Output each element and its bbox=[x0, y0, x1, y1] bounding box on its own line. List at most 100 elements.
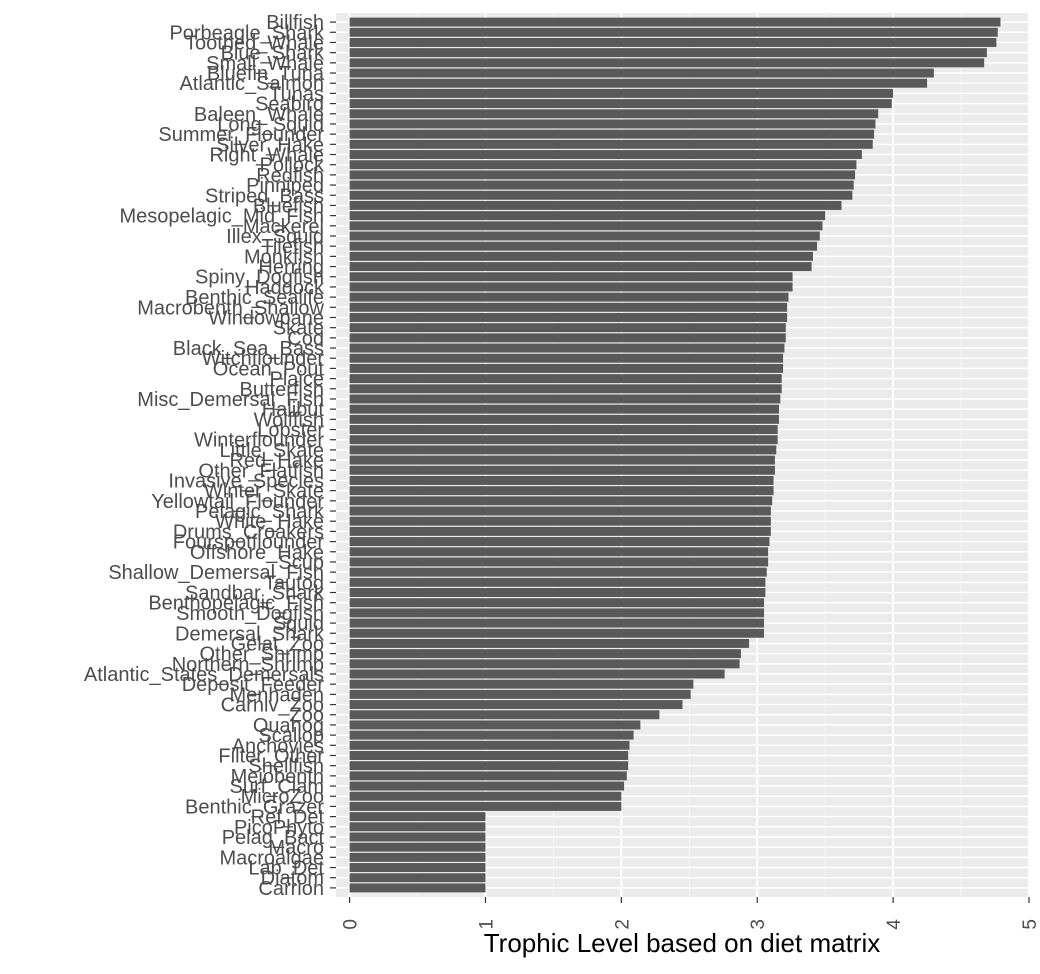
y-tick-label: Squid bbox=[273, 613, 324, 635]
bar-macroalgae bbox=[349, 852, 486, 862]
y-tick-label: Butterfish bbox=[240, 379, 324, 401]
bar-white-hake bbox=[349, 516, 771, 526]
bar-winter-skate bbox=[349, 486, 774, 496]
y-tick-label: Pelag_Bact bbox=[222, 827, 325, 849]
bar-scallop bbox=[349, 730, 634, 740]
bar-plaice bbox=[349, 374, 782, 384]
y-tick-label: Surf_Clam bbox=[230, 776, 324, 798]
bar-blue-shark bbox=[349, 48, 987, 58]
y-tick-label: Diatom bbox=[261, 868, 324, 890]
y-tick-label: Lobster bbox=[257, 420, 324, 442]
y-tick-label: Anchovies bbox=[232, 735, 324, 757]
bar-fourspotflounder bbox=[349, 537, 770, 547]
y-tick-label: Bluefish bbox=[253, 195, 324, 217]
y-tick-label: Scup bbox=[278, 552, 324, 574]
bar-meiobenth bbox=[349, 771, 627, 781]
y-tick-label: Macrobenth_Shallow bbox=[137, 297, 324, 319]
y-tick-label: Tunas bbox=[269, 83, 324, 105]
y-tick-label: Skate bbox=[273, 318, 324, 340]
bar-billfish bbox=[349, 17, 1001, 27]
bar-lab-det bbox=[349, 863, 486, 873]
bar-herring bbox=[349, 262, 812, 272]
bar-small-whale bbox=[349, 58, 985, 68]
y-tick-label: Mesopelagic_Mid_Fish bbox=[119, 206, 324, 228]
y-tick-label: Little_Skate bbox=[219, 440, 324, 462]
bar-atlantic-salmon bbox=[349, 78, 928, 88]
y-tick-label: Pelagic_Shark bbox=[195, 501, 325, 523]
y-tick-label: Sandbar_Shark bbox=[185, 583, 325, 605]
bar-smooth-dogfish bbox=[349, 608, 765, 618]
bar-scup bbox=[349, 557, 769, 567]
bar-picophyto bbox=[349, 822, 486, 832]
y-tick-label: Quahog bbox=[253, 715, 324, 737]
bar-skate bbox=[349, 323, 786, 333]
y-tick-label: Illex_Squid bbox=[226, 226, 324, 248]
bar-witchflounder bbox=[349, 353, 784, 363]
y-tick-label: Carniv_Zoo bbox=[221, 695, 324, 717]
bar-butterfish bbox=[349, 384, 782, 394]
bar-macrobenth-shallow bbox=[349, 302, 788, 312]
y-tick-label: Long_Squid bbox=[217, 114, 324, 136]
bars bbox=[349, 17, 1001, 893]
bar-windowpane bbox=[349, 313, 788, 322]
bar-monkfish bbox=[349, 251, 813, 261]
x-tick-label: 1 bbox=[476, 919, 497, 930]
y-tick-label: Haddock bbox=[245, 277, 325, 299]
y-tick-label: Demersal_Shark bbox=[175, 623, 325, 645]
bar-quahog bbox=[349, 720, 641, 730]
y-tick-label: Gelat_Zoo bbox=[231, 633, 324, 655]
bar-pinniped bbox=[349, 180, 854, 190]
bar-illex-squid bbox=[349, 231, 820, 241]
y-tick-label: Drums_Croakers bbox=[173, 521, 324, 543]
y-tick-label: Benthic_Grazer bbox=[185, 796, 324, 818]
bar-pollock bbox=[349, 160, 857, 170]
y-tick-label: MicroZoo bbox=[241, 786, 324, 808]
bar-mackerel bbox=[349, 221, 823, 231]
y-tick-label: Halibut bbox=[262, 399, 325, 421]
bar-tautog bbox=[349, 577, 766, 587]
bar-silver-hake bbox=[349, 139, 873, 149]
y-tick-label: Monkfish bbox=[244, 246, 324, 268]
x-axis-title: Trophic Level based on diet matrix bbox=[484, 928, 880, 958]
bar-shellfish bbox=[349, 761, 629, 771]
y-tick-label: Carrion bbox=[258, 878, 324, 900]
bar-striped-bass bbox=[349, 190, 853, 200]
y-tick-label: Plaice bbox=[270, 369, 324, 391]
y-tick-label: Atlantic_States_Demersals bbox=[84, 664, 324, 686]
y-tick-label: Ref_Det bbox=[251, 807, 325, 829]
bar-other-flatfish bbox=[349, 465, 775, 475]
x-tick-label: 0 bbox=[341, 919, 362, 930]
y-tick-label: Small_Whale bbox=[206, 53, 324, 75]
y-tick-label: Filter_Other bbox=[218, 745, 324, 767]
bar-misc-demersal-fish bbox=[349, 394, 781, 404]
y-tick-label: Fourspotflounder bbox=[173, 532, 325, 554]
bar-benthic-grazer bbox=[349, 801, 622, 811]
bar-filter-other bbox=[349, 751, 629, 760]
y-tick-label: Smooth_Dogfish bbox=[176, 603, 324, 625]
x-tick-label: 2 bbox=[612, 919, 633, 930]
x-axis-ticks: 0 1 2 3 4 5 bbox=[341, 897, 1040, 930]
y-tick-label: Windowpane bbox=[208, 307, 324, 329]
y-tick-label: Invasive_Species bbox=[168, 470, 324, 492]
bar-anchovies bbox=[349, 740, 630, 750]
bar-cod bbox=[349, 333, 786, 343]
bar-toothed-whale bbox=[349, 37, 997, 47]
bar-benthopelagic-fish bbox=[349, 598, 765, 608]
bar-bluefish bbox=[349, 200, 842, 210]
y-tick-label: Cod bbox=[287, 328, 324, 350]
bar-gelat-zoo bbox=[349, 638, 750, 648]
y-tick-label: Scallop bbox=[258, 725, 324, 747]
y-tick-label: Shellfish bbox=[248, 756, 324, 778]
bar-demersal-shark bbox=[349, 628, 765, 638]
y-axis-labels: BillfishPorbeagle_SharkToothed_WhaleBlue… bbox=[84, 12, 336, 900]
y-tick-label: Silver_Hake bbox=[216, 134, 324, 156]
bar-benthic-sealife bbox=[349, 292, 789, 302]
y-tick-label: Blue_Shark bbox=[221, 43, 325, 65]
y-tick-label: Winterflounder bbox=[194, 430, 324, 452]
y-tick-label: Herring bbox=[258, 257, 324, 279]
y-tick-label: Northern_Shrimp bbox=[172, 654, 324, 676]
y-tick-label: Offshore_Hake bbox=[190, 542, 324, 564]
bar-winterflounder bbox=[349, 435, 778, 445]
bar-little-skate bbox=[349, 445, 777, 455]
bar-redfish bbox=[349, 170, 856, 180]
